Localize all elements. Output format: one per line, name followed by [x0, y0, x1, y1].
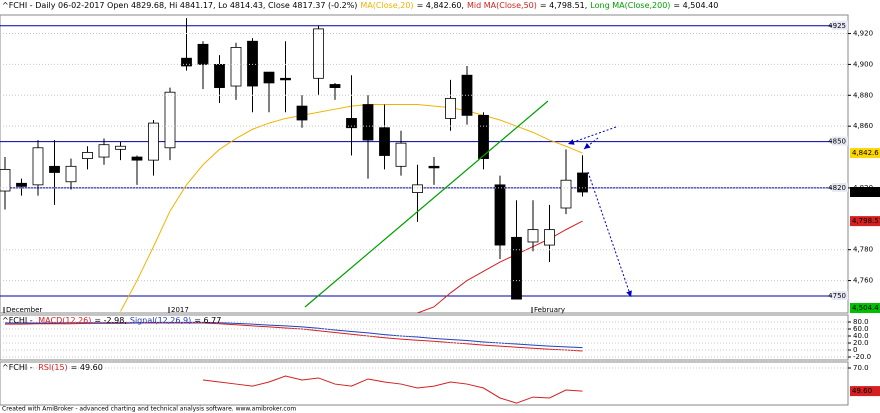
level-label: 4820: [828, 184, 846, 192]
series-line: [5, 321, 583, 349]
legend-name: Long MA(Close,200): [590, 1, 670, 10]
header-title: ^FCHI -: [2, 363, 35, 372]
legend-value: = 4,504.40: [673, 1, 718, 10]
price-label-bg: [850, 186, 880, 197]
price-label: 4,817.37: [852, 188, 880, 196]
legend-value: = -2.98,: [94, 316, 127, 325]
candle-body: [461, 74, 473, 116]
level-label-bg: [832, 291, 848, 301]
candle-body: [32, 147, 44, 186]
candle-body: [478, 114, 489, 159]
x-tick-label: December: [6, 306, 42, 314]
panel-header: ^FCHI - RSI(15) = 49.60: [2, 363, 103, 372]
candle-body: [511, 236, 522, 300]
y-tick-label: 4,780: [853, 246, 873, 254]
panel-header: ^FCHI - Daily 06-02-2017 Open 4829.68, H…: [2, 1, 718, 10]
candle-body: [379, 127, 390, 156]
y-tick-label: 40.0: [853, 332, 869, 340]
candle-body: [0, 169, 11, 192]
y-tick-label: 0: [853, 346, 857, 354]
y-tick-label: 4,860: [853, 122, 873, 130]
candle-body: [82, 152, 93, 159]
candle-body: [395, 142, 407, 167]
candle-body: [214, 64, 225, 88]
candle-body: [197, 43, 209, 65]
y-tick-label: -20.0: [853, 353, 871, 361]
candle-body: [98, 144, 110, 158]
candle-body: [280, 77, 291, 81]
footer: Created with AmiBroker - advanced charti…: [2, 406, 296, 413]
candle-body: [230, 47, 242, 87]
legend-value: = 4,842.60,: [417, 1, 464, 10]
price-label: 4,504.4: [852, 304, 879, 312]
price-panel-frame: [0, 14, 849, 314]
level-label: 4925: [828, 22, 846, 30]
candle-body: [577, 172, 588, 193]
y-tick-label: 70.0: [853, 364, 869, 372]
y-tick-label: 20.0: [853, 339, 869, 347]
y-tick-label: 80.0: [853, 318, 869, 326]
candle-body: [49, 165, 60, 173]
price-label-bg: [850, 216, 880, 227]
level-label-bg: [832, 182, 848, 192]
level-label-bg: [832, 136, 848, 146]
candle-body: [115, 145, 126, 150]
y-tick-label: 4,920: [853, 30, 873, 38]
legend-name: Mid MA(Close,50): [467, 1, 537, 10]
legend-name: MA(Close,20): [360, 1, 413, 10]
candle-body: [544, 229, 555, 246]
header-title: ^FCHI - Daily 06-02-2017 Open 4829.68, H…: [2, 1, 357, 10]
legend-name: MACD(12,26): [38, 316, 91, 325]
candle-body: [362, 104, 374, 141]
candle-body: [263, 71, 275, 84]
candle-body: [164, 91, 176, 149]
panel-plot: [202, 375, 583, 404]
candle-body: [329, 84, 341, 88]
price-label-bg: [850, 148, 880, 159]
candle-body: [16, 182, 27, 187]
candle-body: [560, 179, 572, 209]
legend-name: RSI(15): [38, 363, 67, 372]
series-line: [202, 375, 583, 404]
macd-panel-frame: [0, 314, 849, 361]
rsi-panel-frame: [0, 361, 849, 406]
header-title: ^FCHI -: [2, 316, 35, 325]
level-label: 4850: [828, 138, 846, 146]
y-tick-label: 4,880: [853, 91, 873, 99]
candle-body: [181, 57, 192, 67]
y-tick-label: 4,900: [853, 60, 873, 68]
level-label: 4750: [828, 292, 846, 300]
legend-value: = 49.60: [71, 363, 103, 372]
legend-value: = 6.77: [194, 316, 221, 325]
candle-body: [428, 165, 440, 169]
price-label: 49.60: [852, 387, 872, 395]
price-label: 4,842.6: [852, 149, 879, 157]
candle-body: [412, 184, 423, 193]
candle-body: [527, 229, 539, 243]
price-label: 4,798.51: [852, 217, 880, 225]
candle-body: [148, 122, 159, 161]
panel-plot: [5, 321, 583, 352]
legend-value: = 4,798.51,: [540, 1, 587, 10]
x-tick-label: 2017: [171, 306, 189, 314]
candle-body: [65, 165, 77, 183]
level-label-bg: [832, 20, 848, 30]
legend-name: Signal(12,26,9): [130, 316, 191, 325]
x-tick-label: February: [534, 306, 565, 314]
price-label-bg: [850, 386, 880, 397]
series-line: [5, 322, 583, 352]
price-label-bg: [850, 303, 880, 313]
candle-body: [445, 97, 456, 119]
y-tick-label: 4,760: [853, 277, 873, 285]
candle-body: [296, 105, 308, 121]
panel-plot: [0, 18, 848, 313]
y-tick-label: 60.0: [853, 325, 869, 333]
candle-body: [131, 156, 143, 161]
candle-body: [494, 184, 506, 246]
candle-body: [247, 40, 258, 87]
candle-body: [313, 28, 324, 79]
panel-header: ^FCHI - MACD(12,26) = -2.98, Signal(12,26,…: [2, 316, 221, 325]
